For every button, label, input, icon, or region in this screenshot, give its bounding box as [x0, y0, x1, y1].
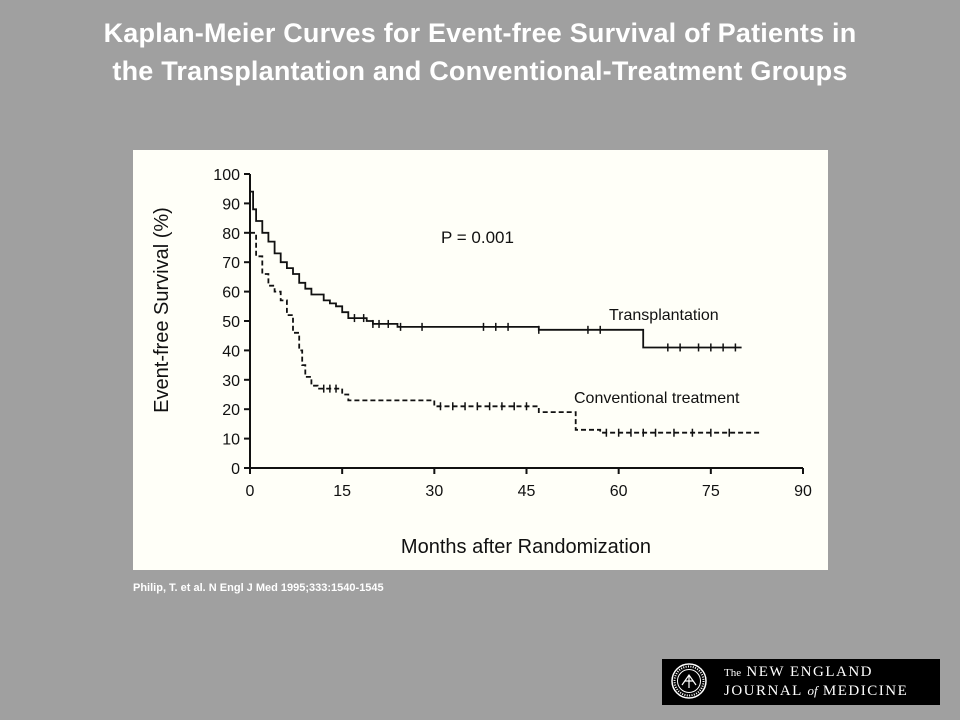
axes: 0 10 20 30 40 50 60 70 80 90 100 0 15 30 45 60 75 90: [213, 167, 812, 500]
slide-title-line-2: the Transplantation and Conventional-Tre…: [112, 56, 848, 86]
x-tick-label: 90: [794, 483, 812, 500]
x-tick-label: 75: [702, 483, 720, 500]
series-label-transplantation: Transplantation: [609, 307, 719, 324]
nejm-logo-line-1: The NEW ENGLAND: [724, 664, 873, 681]
y-tick-label: 50: [222, 314, 240, 331]
y-tick-label: 20: [222, 402, 240, 419]
nejm-logo: The NEW ENGLAND JOURNAL of MEDICINE: [662, 659, 940, 705]
y-tick-label: 60: [222, 285, 240, 302]
y-tick-label: 30: [222, 373, 240, 390]
nejm-logo-journal: JOURNAL: [724, 683, 803, 699]
nejm-logo-prefix: The: [724, 667, 742, 679]
nejm-logo-line-2: JOURNAL of MEDICINE: [724, 683, 908, 700]
slide-title: Kaplan-Meier Curves for Event-free Survi…: [20, 14, 940, 90]
x-tick-label: 30: [425, 483, 443, 500]
x-tick-label: 0: [246, 483, 255, 500]
curve-conventional-treatment: [250, 231, 760, 434]
km-chart-panel: 0 10 20 30 40 50 60 70 80 90 100 0 15 30 45 60 75 90 Even…: [133, 150, 828, 570]
y-tick-label: 10: [222, 432, 240, 449]
km-chart: 0 10 20 30 40 50 60 70 80 90 100 0 15 30 45 60 75 90 Even…: [151, 167, 812, 558]
x-tick-label: 45: [518, 483, 536, 500]
y-tick-label: 70: [222, 255, 240, 272]
x-tick-label: 60: [610, 483, 628, 500]
series-label-conventional-treatment: Conventional treatment: [574, 390, 740, 407]
y-tick-label: 80: [222, 226, 240, 243]
nejm-logo-new-england: NEW ENGLAND: [746, 664, 873, 680]
nejm-logo-of: of: [807, 683, 818, 698]
citation: Philip, T. et al. N Engl J Med 1995;333:…: [133, 582, 384, 594]
nejm-logo-medicine: MEDICINE: [822, 683, 909, 699]
y-axis-label: Event-free Survival (%): [151, 207, 173, 413]
x-tick-label: 15: [333, 483, 351, 500]
x-axis-label: Months after Randomization: [401, 536, 651, 558]
survival-curves: [250, 190, 760, 437]
p-value-annotation: P = 0.001: [441, 228, 514, 247]
y-tick-label: 100: [213, 167, 240, 184]
slide-title-line-1: Kaplan-Meier Curves for Event-free Survi…: [103, 18, 857, 48]
y-tick-label: 0: [231, 461, 240, 478]
y-tick-label: 90: [222, 196, 240, 213]
nejm-seal-icon: [671, 663, 707, 699]
y-tick-label: 40: [222, 343, 240, 360]
